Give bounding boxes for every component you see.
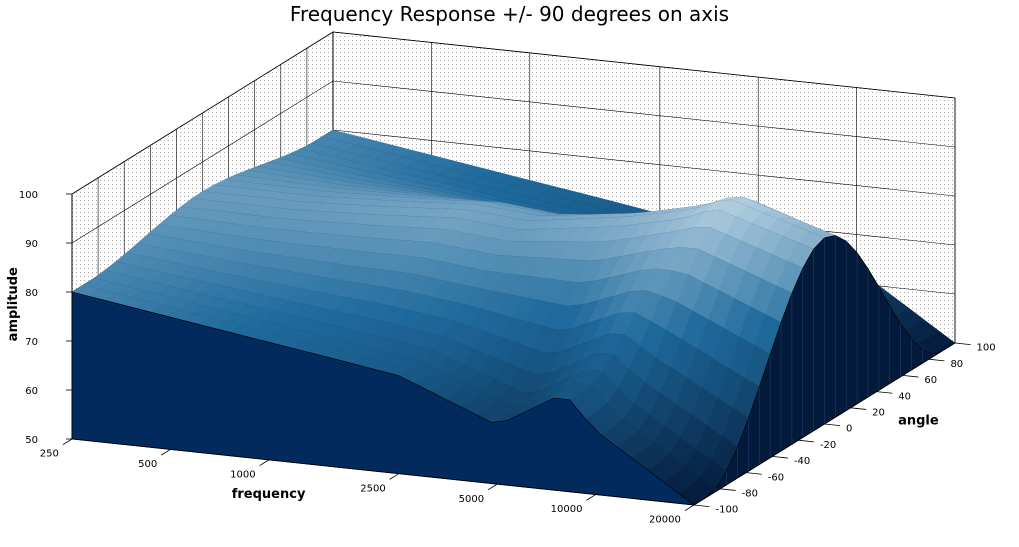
x-tick-label: 1000	[230, 470, 255, 481]
y-tick	[746, 472, 762, 475]
x-tick	[487, 483, 498, 491]
x-axis-label: frequency	[232, 487, 306, 502]
y-tick	[902, 375, 919, 378]
y-tick	[824, 423, 841, 427]
y-tick	[928, 358, 945, 362]
y-tick	[798, 439, 814, 443]
x-tick	[259, 459, 269, 466]
z-axis-label: amplitude	[6, 267, 21, 341]
x-tick	[389, 473, 400, 480]
x-tick	[62, 438, 73, 446]
y-tick-label: 20	[872, 407, 885, 418]
x-tick	[586, 494, 596, 501]
y-tick	[850, 407, 867, 410]
y-tick-label: 100	[977, 343, 996, 354]
chart-title: Frequency Response +/- 90 degrees on axi…	[289, 2, 730, 26]
y-tick-label: 80	[950, 359, 963, 370]
y-tick-label: -20	[820, 440, 836, 451]
x-tick-label: 10000	[551, 504, 583, 515]
y-tick-label: 60	[924, 375, 937, 386]
y-tick	[720, 488, 736, 491]
y-tick-label: 0	[846, 424, 852, 435]
z-tick-label: 60	[25, 386, 38, 397]
y-tick	[876, 391, 893, 394]
x-tick-label: 500	[138, 459, 157, 470]
x-tick-label: 250	[40, 449, 59, 460]
axis-edges	[71, 194, 956, 506]
axes-layer: 2505001000250050001000020000-100-80-60-4…	[6, 190, 996, 526]
y-tick-label: 40	[898, 391, 911, 402]
z-tick-label: 80	[25, 288, 38, 299]
x-tick	[161, 449, 171, 456]
y-tick-label: -60	[768, 472, 784, 483]
z-tick-label: 70	[25, 337, 38, 348]
x-tick	[684, 504, 695, 512]
z-tick-label: 100	[19, 190, 38, 201]
x-tick-label: 2500	[360, 483, 385, 494]
x-tick-label: 5000	[459, 494, 484, 505]
z-tick-label: 50	[25, 435, 38, 446]
surface-layer	[71, 129, 956, 506]
front-face	[71, 291, 696, 506]
x-tick-label: 20000	[649, 515, 681, 526]
z-tick-label: 90	[25, 239, 38, 250]
y-tick-label: -40	[794, 456, 810, 467]
y-tick	[693, 504, 710, 508]
y-tick	[772, 456, 788, 459]
y-tick	[954, 342, 971, 346]
y-axis-label: angle	[898, 413, 939, 428]
y-tick-label: -100	[716, 505, 739, 516]
y-tick-label: -80	[742, 488, 758, 499]
